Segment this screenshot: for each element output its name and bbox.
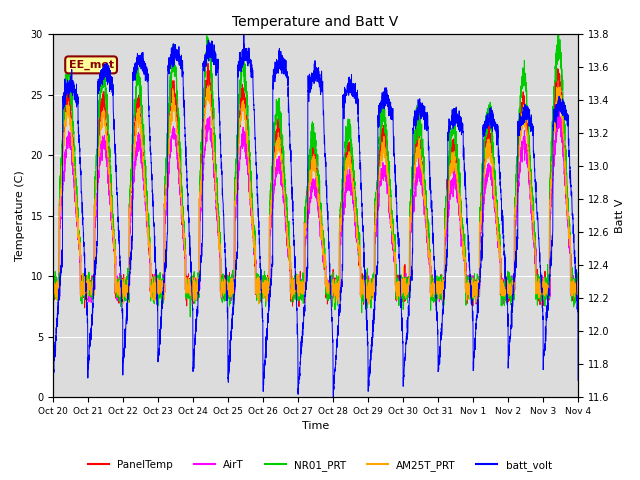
AirT <box>574 288 582 294</box>
AirT <box>296 289 303 295</box>
batt_volt <box>143 74 151 80</box>
Text: EE_met: EE_met <box>68 60 114 70</box>
batt_volt <box>574 378 582 384</box>
Title: Temperature and Batt V: Temperature and Batt V <box>232 15 399 29</box>
AM25T_PRT <box>296 279 303 285</box>
AM25T_PRT <box>206 83 214 88</box>
NR01_PRT <box>49 274 56 279</box>
batt_volt <box>240 33 248 38</box>
Line: AM25T_PRT: AM25T_PRT <box>52 85 578 304</box>
batt_volt <box>404 316 412 322</box>
AM25T_PRT <box>463 281 471 287</box>
AM25T_PRT <box>365 301 372 307</box>
Line: NR01_PRT: NR01_PRT <box>52 35 578 317</box>
AirT <box>574 291 582 297</box>
NR01_PRT <box>143 188 151 194</box>
PanelTemp <box>433 289 441 295</box>
NR01_PRT <box>296 280 303 286</box>
AM25T_PRT <box>574 289 582 295</box>
AM25T_PRT <box>404 288 412 294</box>
AirT <box>49 286 56 291</box>
AM25T_PRT <box>49 280 56 286</box>
AM25T_PRT <box>143 213 151 219</box>
batt_volt <box>330 394 337 400</box>
PanelTemp <box>574 288 582 293</box>
AirT <box>433 276 441 282</box>
Line: batt_volt: batt_volt <box>52 36 578 397</box>
batt_volt <box>463 220 471 226</box>
X-axis label: Time: Time <box>302 421 329 432</box>
PanelTemp <box>463 300 471 306</box>
PanelTemp <box>296 291 303 297</box>
AirT <box>555 107 563 113</box>
PanelTemp <box>204 60 212 66</box>
PanelTemp <box>404 281 412 287</box>
NR01_PRT <box>404 284 412 290</box>
batt_volt <box>574 298 582 304</box>
batt_volt <box>433 316 441 322</box>
PanelTemp <box>49 282 56 288</box>
Y-axis label: Batt V: Batt V <box>615 199 625 233</box>
Line: AirT: AirT <box>52 110 578 303</box>
NR01_PRT <box>574 293 582 299</box>
NR01_PRT <box>554 32 561 37</box>
Y-axis label: Temperature (C): Temperature (C) <box>15 170 25 261</box>
PanelTemp <box>143 220 151 226</box>
NR01_PRT <box>433 296 441 302</box>
AM25T_PRT <box>433 281 441 287</box>
Legend: PanelTemp, AirT, NR01_PRT, AM25T_PRT, batt_volt: PanelTemp, AirT, NR01_PRT, AM25T_PRT, ba… <box>84 456 556 475</box>
NR01_PRT <box>463 273 470 279</box>
NR01_PRT <box>186 314 194 320</box>
AirT <box>499 300 507 306</box>
PanelTemp <box>81 305 88 311</box>
AirT <box>143 218 151 224</box>
AirT <box>404 290 412 296</box>
batt_volt <box>296 373 303 379</box>
Line: PanelTemp: PanelTemp <box>52 63 578 308</box>
PanelTemp <box>574 279 582 285</box>
AirT <box>463 285 470 291</box>
batt_volt <box>49 376 56 382</box>
NR01_PRT <box>574 295 582 300</box>
AM25T_PRT <box>574 287 582 292</box>
